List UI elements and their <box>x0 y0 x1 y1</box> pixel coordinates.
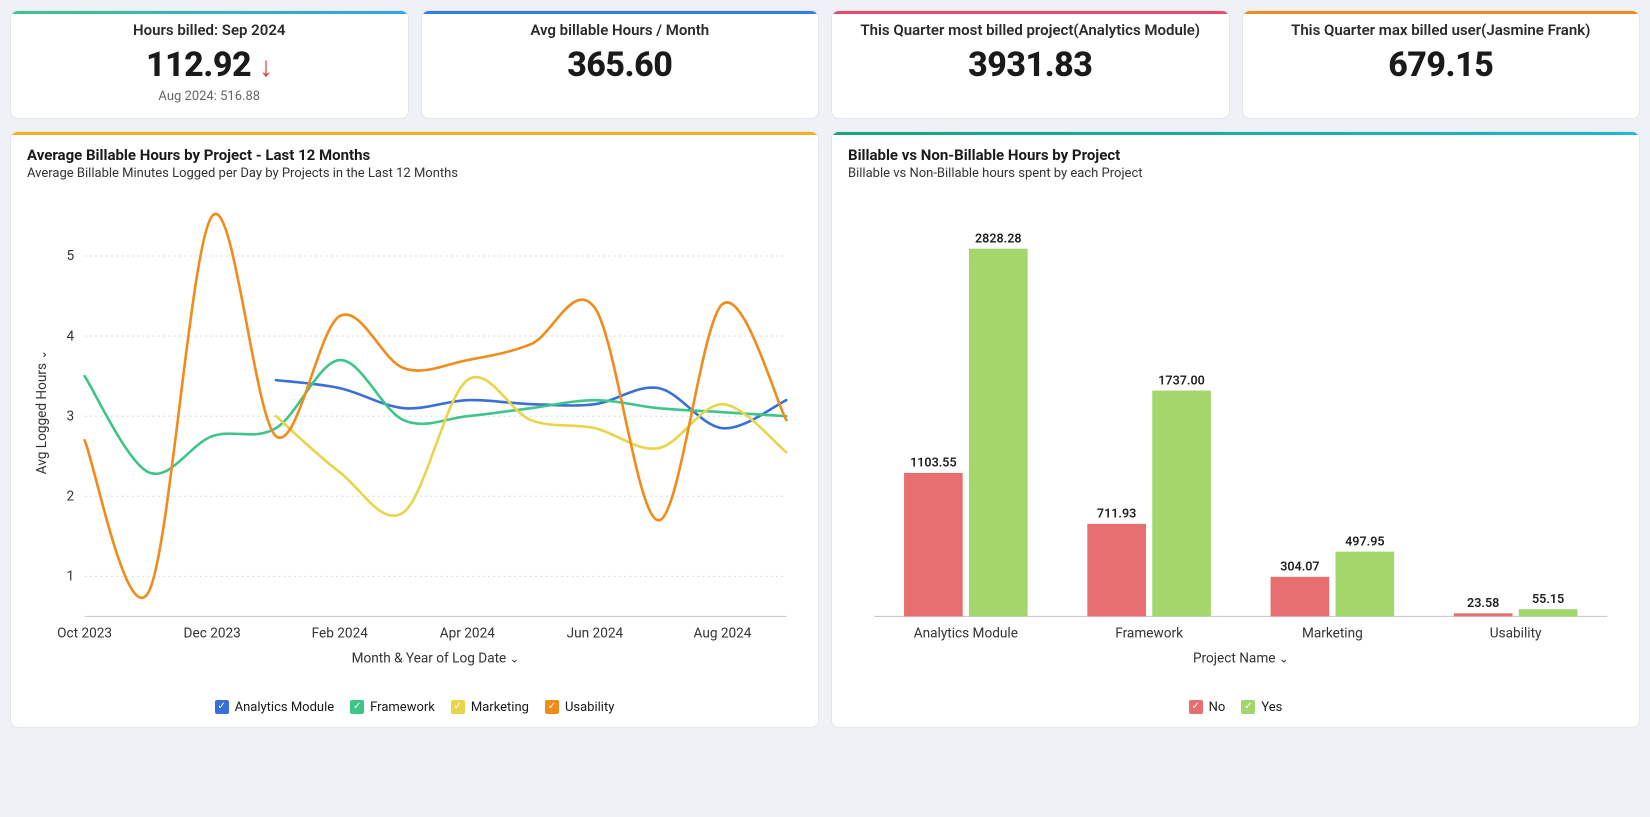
svg-text:Month & Year of Log Date ⌄: Month & Year of Log Date ⌄ <box>352 650 520 666</box>
bar-marketing-yes[interactable] <box>1336 552 1395 617</box>
svg-text:Avg Logged Hours ⌄: Avg Logged Hours ⌄ <box>34 350 50 474</box>
bar-chart-legend: ✓No ✓Yes <box>848 700 1623 715</box>
kpi-card-0[interactable]: Hours billed: Sep 2024 112.92 ↓ Aug 2024: … <box>10 10 409 119</box>
bar-framework-no[interactable] <box>1087 524 1146 617</box>
svg-text:2828.28: 2828.28 <box>975 231 1022 246</box>
svg-text:Jun 2024: Jun 2024 <box>567 625 624 641</box>
svg-text:Feb 2024: Feb 2024 <box>312 625 369 641</box>
svg-text:304.07: 304.07 <box>1280 560 1319 575</box>
kpi-card-1[interactable]: Avg billable Hours / Month 365.60 <box>421 10 820 119</box>
kpi-value: 112.92 ↓ <box>23 45 396 85</box>
kpi-row: Hours billed: Sep 2024 112.92 ↓ Aug 2024: … <box>10 10 1640 119</box>
bar-chart-title: Billable vs Non-Billable Hours by Projec… <box>848 146 1623 164</box>
legend-item[interactable]: ✓Marketing <box>451 700 529 715</box>
svg-text:1737.00: 1737.00 <box>1158 373 1205 388</box>
svg-text:711.93: 711.93 <box>1097 507 1136 522</box>
bar-usability-yes[interactable] <box>1519 609 1578 616</box>
svg-text:55.15: 55.15 <box>1532 592 1564 607</box>
kpi-sub: Aug 2024: 516.88 <box>23 89 396 104</box>
svg-text:4: 4 <box>66 328 74 344</box>
kpi-value: 679.15 <box>1255 45 1628 85</box>
svg-text:23.58: 23.58 <box>1467 596 1499 611</box>
bar-marketing-no[interactable] <box>1271 577 1330 617</box>
line-chart-title: Average Billable Hours by Project - Last… <box>27 146 802 164</box>
kpi-value: 3931.83 <box>844 45 1217 85</box>
kpi-card-2[interactable]: This Quarter most billed project(Analyti… <box>831 10 1230 119</box>
bar-analytics-module-yes[interactable] <box>969 249 1028 617</box>
bar-chart[interactable]: 1103.55 2828.28 Analytics Module 711.93 1737… <box>848 187 1623 690</box>
legend-item[interactable]: ✓Usability <box>545 700 614 715</box>
charts-row: Average Billable Hours by Project - Last… <box>10 131 1640 728</box>
kpi-title: This Quarter max billed user(Jasmine Fra… <box>1255 21 1628 39</box>
svg-text:Dec 2023: Dec 2023 <box>184 625 241 641</box>
svg-text:1: 1 <box>66 569 74 585</box>
svg-text:Project Name ⌄: Project Name ⌄ <box>1193 650 1289 666</box>
svg-text:497.95: 497.95 <box>1345 534 1384 549</box>
kpi-title: Avg billable Hours / Month <box>434 21 807 39</box>
svg-text:Aug 2024: Aug 2024 <box>694 625 752 641</box>
svg-text:3: 3 <box>66 408 74 424</box>
kpi-title: This Quarter most billed project(Analyti… <box>844 21 1217 39</box>
trend-down-icon: ↓ <box>259 50 273 83</box>
legend-item[interactable]: ✓Yes <box>1241 700 1282 715</box>
line-chart-card: Average Billable Hours by Project - Last… <box>10 131 819 728</box>
line-chart-legend: ✓Analytics Module ✓Framework ✓Marketing ✓Us… <box>27 700 802 715</box>
svg-text:2: 2 <box>66 488 74 504</box>
kpi-card-3[interactable]: This Quarter max billed user(Jasmine Fra… <box>1242 10 1641 119</box>
svg-text:Oct 2023: Oct 2023 <box>57 625 112 641</box>
line-chart-subtitle: Average Billable Minutes Logged per Day … <box>27 166 802 181</box>
legend-item[interactable]: ✓Analytics Module <box>215 700 335 715</box>
kpi-value: 365.60 <box>434 45 807 85</box>
line-series-marketing[interactable] <box>276 377 786 516</box>
kpi-title: Hours billed: Sep 2024 <box>23 21 396 39</box>
legend-item[interactable]: ✓No <box>1189 700 1226 715</box>
bar-chart-card: Billable vs Non-Billable Hours by Projec… <box>831 131 1640 728</box>
bar-chart-subtitle: Billable vs Non-Billable hours spent by … <box>848 166 1623 181</box>
svg-text:5: 5 <box>66 248 74 264</box>
svg-text:Framework: Framework <box>1115 625 1183 641</box>
bar-usability-no[interactable] <box>1454 613 1513 616</box>
bar-analytics-module-no[interactable] <box>904 473 963 616</box>
legend-item[interactable]: ✓Framework <box>350 700 435 715</box>
svg-text:Apr 2024: Apr 2024 <box>440 625 495 641</box>
svg-text:1103.55: 1103.55 <box>910 456 957 471</box>
svg-text:Marketing: Marketing <box>1302 625 1363 641</box>
line-chart[interactable]: 1 2 3 4 5 Oct 2023 Dec 2023 Feb 2024 Apr 2024 Jun… <box>27 187 802 690</box>
bar-framework-yes[interactable] <box>1152 391 1211 617</box>
svg-text:Analytics Module: Analytics Module <box>914 625 1018 641</box>
svg-text:Usability: Usability <box>1490 625 1542 641</box>
